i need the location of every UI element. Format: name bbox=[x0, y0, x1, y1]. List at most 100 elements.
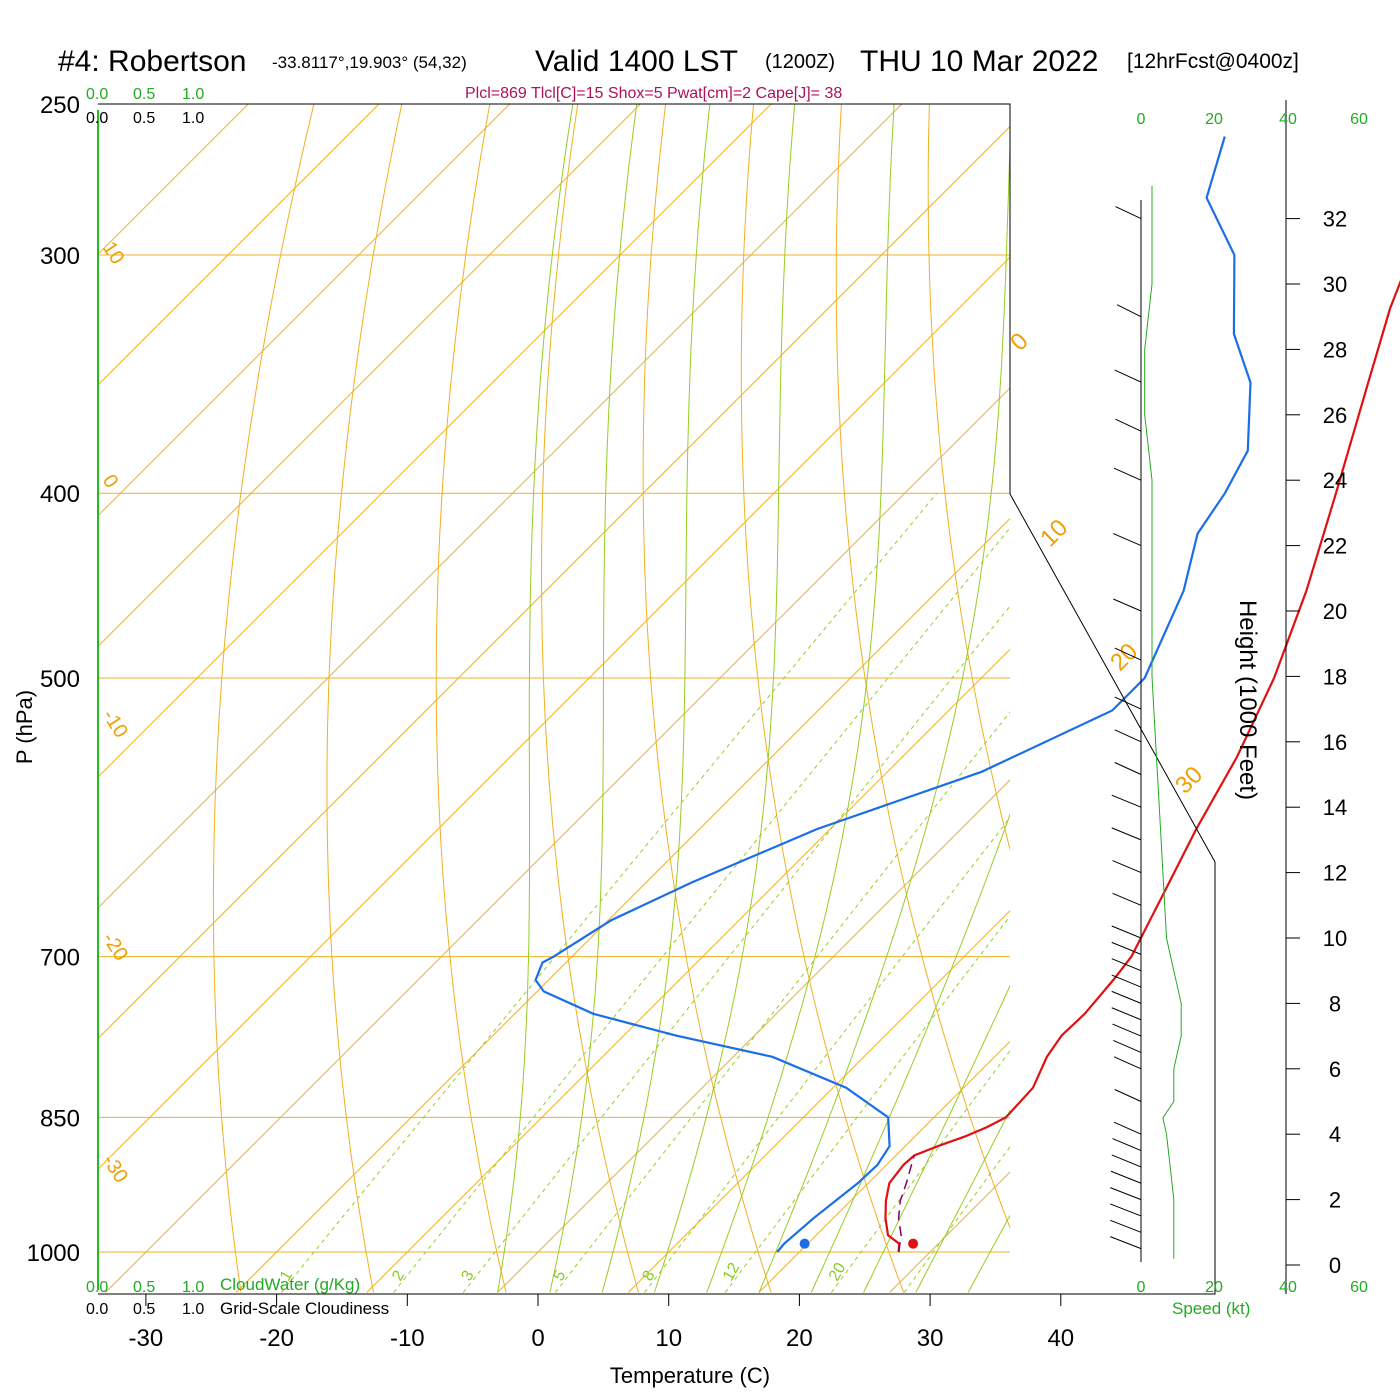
wind-barb bbox=[1114, 696, 1142, 710]
wind-barb bbox=[1113, 1121, 1142, 1135]
temperature-line bbox=[884, 279, 1400, 1253]
dry-adiabat bbox=[835, 104, 1010, 1229]
cloud-green-1: 0.5 bbox=[133, 86, 155, 103]
series-layer bbox=[534, 136, 1400, 1253]
isotherm-line bbox=[98, 104, 511, 517]
mixing-ratio-label: 12 bbox=[720, 1260, 744, 1284]
isotherm-label-right: 10 bbox=[1035, 514, 1073, 552]
isotherm-label-right: 0 bbox=[1005, 328, 1034, 357]
height-tick-label: 0 bbox=[1329, 1253, 1341, 1278]
cloudwater-label: CloudWater (g/Kg) bbox=[220, 1275, 360, 1294]
isotherm-line bbox=[98, 104, 772, 778]
pressure-axis: 250 300 400 500 700 850 1000 bbox=[27, 92, 80, 1267]
isotherm-line bbox=[366, 648, 1010, 1293]
wind-barb bbox=[1114, 369, 1142, 383]
wind-barb bbox=[1114, 729, 1142, 743]
height-tick-label: 16 bbox=[1323, 730, 1347, 755]
speed-tick-top: 20 bbox=[1205, 111, 1223, 128]
wind-barb bbox=[1116, 304, 1142, 318]
wind-barb bbox=[1111, 990, 1142, 1004]
pressure-tick-label: 250 bbox=[40, 92, 80, 119]
valid-time: Valid 1400 LST bbox=[535, 45, 738, 78]
speed-tick-bottom: 40 bbox=[1279, 1279, 1297, 1296]
moist-adiabat bbox=[915, 1109, 1010, 1293]
isotherm-label: -30 bbox=[98, 1151, 132, 1187]
moist-adiabat bbox=[497, 104, 574, 1293]
mixing-ratio-line bbox=[554, 711, 1010, 1293]
surface-dewpoint-dot bbox=[799, 1238, 810, 1249]
height-tick-label: 26 bbox=[1323, 403, 1347, 428]
wind-barb bbox=[1113, 1039, 1142, 1053]
dry-adiabat bbox=[540, 104, 639, 1293]
wind-barb bbox=[1113, 467, 1142, 481]
cloud-bblack-2: 1.0 bbox=[182, 1301, 204, 1318]
speed-tick-bottom: 0 bbox=[1137, 1279, 1146, 1296]
wind-speed-line bbox=[1144, 185, 1182, 1259]
cloud-black-0: 0.0 bbox=[86, 110, 108, 127]
height-tick-label: 32 bbox=[1323, 207, 1347, 232]
mixing-ratio-line bbox=[724, 915, 1010, 1293]
cloud-scale-bottom: 0.0 0.5 1.0 CloudWater (g/Kg) 0.0 0.5 1.… bbox=[86, 1275, 389, 1318]
temperature-tick-label: 0 bbox=[531, 1325, 544, 1352]
isotherm-line bbox=[98, 256, 1010, 1170]
isotherm-line bbox=[105, 387, 1010, 1293]
temperature-axis: -30 -20 -10 0 10 20 30 40 bbox=[129, 1294, 1074, 1352]
wind-barb bbox=[1113, 598, 1142, 612]
wind-barb bbox=[1112, 892, 1142, 906]
forecast-date: THU 10 Mar 2022 bbox=[860, 45, 1098, 78]
speed-axis: 0 20 40 600 20 40 60 bbox=[1137, 111, 1368, 1296]
isotherm-line bbox=[98, 104, 903, 909]
station-coords: -33.8117°,19.903° (54,32) bbox=[272, 53, 467, 72]
speed-tick-top: 60 bbox=[1350, 111, 1368, 128]
sounding-params: Plcl=869 Tlcl[C]=15 Shox=5 Pwat[cm]=2 Ca… bbox=[465, 85, 842, 102]
height-tick-label: 6 bbox=[1329, 1057, 1341, 1082]
cloudiness-label: Grid-Scale Cloudiness bbox=[220, 1299, 389, 1318]
temperature-tick-label: -20 bbox=[259, 1325, 294, 1352]
mixing-ratio-label: 2 bbox=[389, 1268, 408, 1284]
dry-adiabat bbox=[326, 104, 403, 1293]
pressure-tick-label: 300 bbox=[40, 243, 80, 270]
wind-barb bbox=[1114, 647, 1142, 661]
wind-barb bbox=[1111, 1007, 1142, 1021]
wind-barb bbox=[1115, 418, 1142, 432]
moist-adiabat bbox=[549, 104, 638, 1293]
temperature-tick-label: 10 bbox=[655, 1325, 682, 1352]
dry-adiabat bbox=[1369, 104, 1400, 1292]
isotherm-label: 10 bbox=[98, 238, 129, 269]
isotherm-line bbox=[627, 909, 1010, 1293]
isotherm-line bbox=[497, 779, 1010, 1293]
mixing-ratio-line bbox=[462, 605, 1010, 1293]
wind-barb bbox=[1110, 1170, 1142, 1184]
wind-barb bbox=[1114, 762, 1142, 775]
temperature-tick-label: 20 bbox=[786, 1325, 813, 1352]
cloud-bblack-1: 0.5 bbox=[133, 1301, 155, 1318]
isotherm-line bbox=[98, 104, 380, 386]
height-tick-label: 8 bbox=[1329, 991, 1341, 1016]
moist-adiabat bbox=[758, 131, 1010, 1293]
wind-barb bbox=[1112, 860, 1142, 874]
utc-time: (1200Z) bbox=[765, 51, 835, 73]
wind-barb bbox=[1113, 1056, 1142, 1070]
height-tick-label: 4 bbox=[1329, 1122, 1341, 1147]
height-tick-label: 28 bbox=[1323, 337, 1347, 362]
plot-frame bbox=[98, 103, 1216, 1295]
cloud-black-1: 0.5 bbox=[133, 110, 155, 127]
dry-adiabat bbox=[1193, 104, 1400, 1292]
pressure-tick-label: 850 bbox=[40, 1105, 80, 1132]
height-tick-label: 10 bbox=[1323, 926, 1347, 951]
station-title: #4: Robertson bbox=[58, 45, 246, 78]
speed-label: Speed (kt) bbox=[1172, 1299, 1250, 1318]
cloud-bgreen-1: 0.5 bbox=[133, 1279, 155, 1296]
isotherm-label: -20 bbox=[98, 929, 132, 965]
pressure-tick-label: 700 bbox=[40, 945, 80, 972]
pressure-tick-label: 500 bbox=[40, 666, 80, 693]
surface-temperature-dot bbox=[908, 1238, 919, 1249]
moist-adiabat bbox=[706, 104, 895, 1293]
wind-barb bbox=[1115, 206, 1142, 220]
dry-adiabat bbox=[927, 104, 1010, 852]
pressure-tick-label: 400 bbox=[40, 481, 80, 508]
wind-barb bbox=[1112, 1138, 1142, 1152]
